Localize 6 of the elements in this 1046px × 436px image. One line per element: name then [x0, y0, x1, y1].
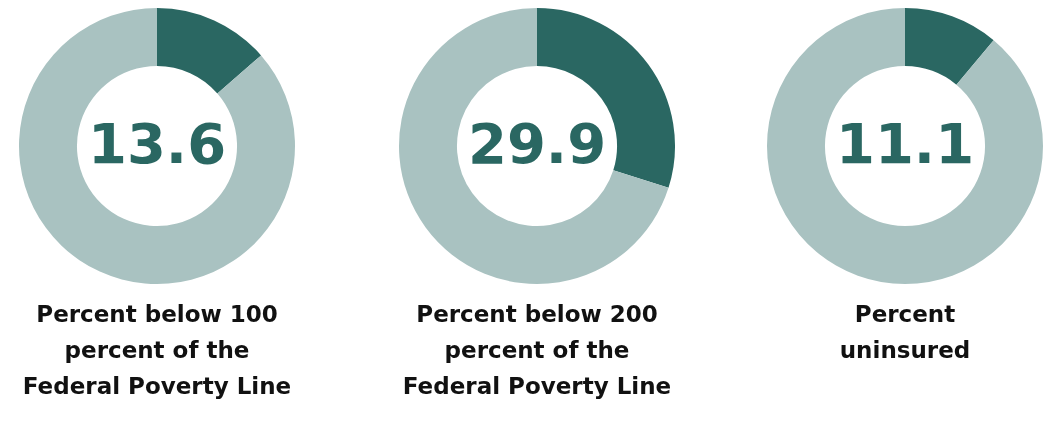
text: Percent below 100 percent of the Federal Poverty Line	[21, 300, 293, 401]
data-label: 29.9	[467, 110, 607, 176]
text: Percent below 200 percent of the Federal Poverty Line	[401, 300, 673, 401]
data-label: 11.1	[835, 110, 975, 176]
text: Percent uninsured	[838, 300, 972, 365]
data-label: 13.6	[87, 110, 227, 176]
